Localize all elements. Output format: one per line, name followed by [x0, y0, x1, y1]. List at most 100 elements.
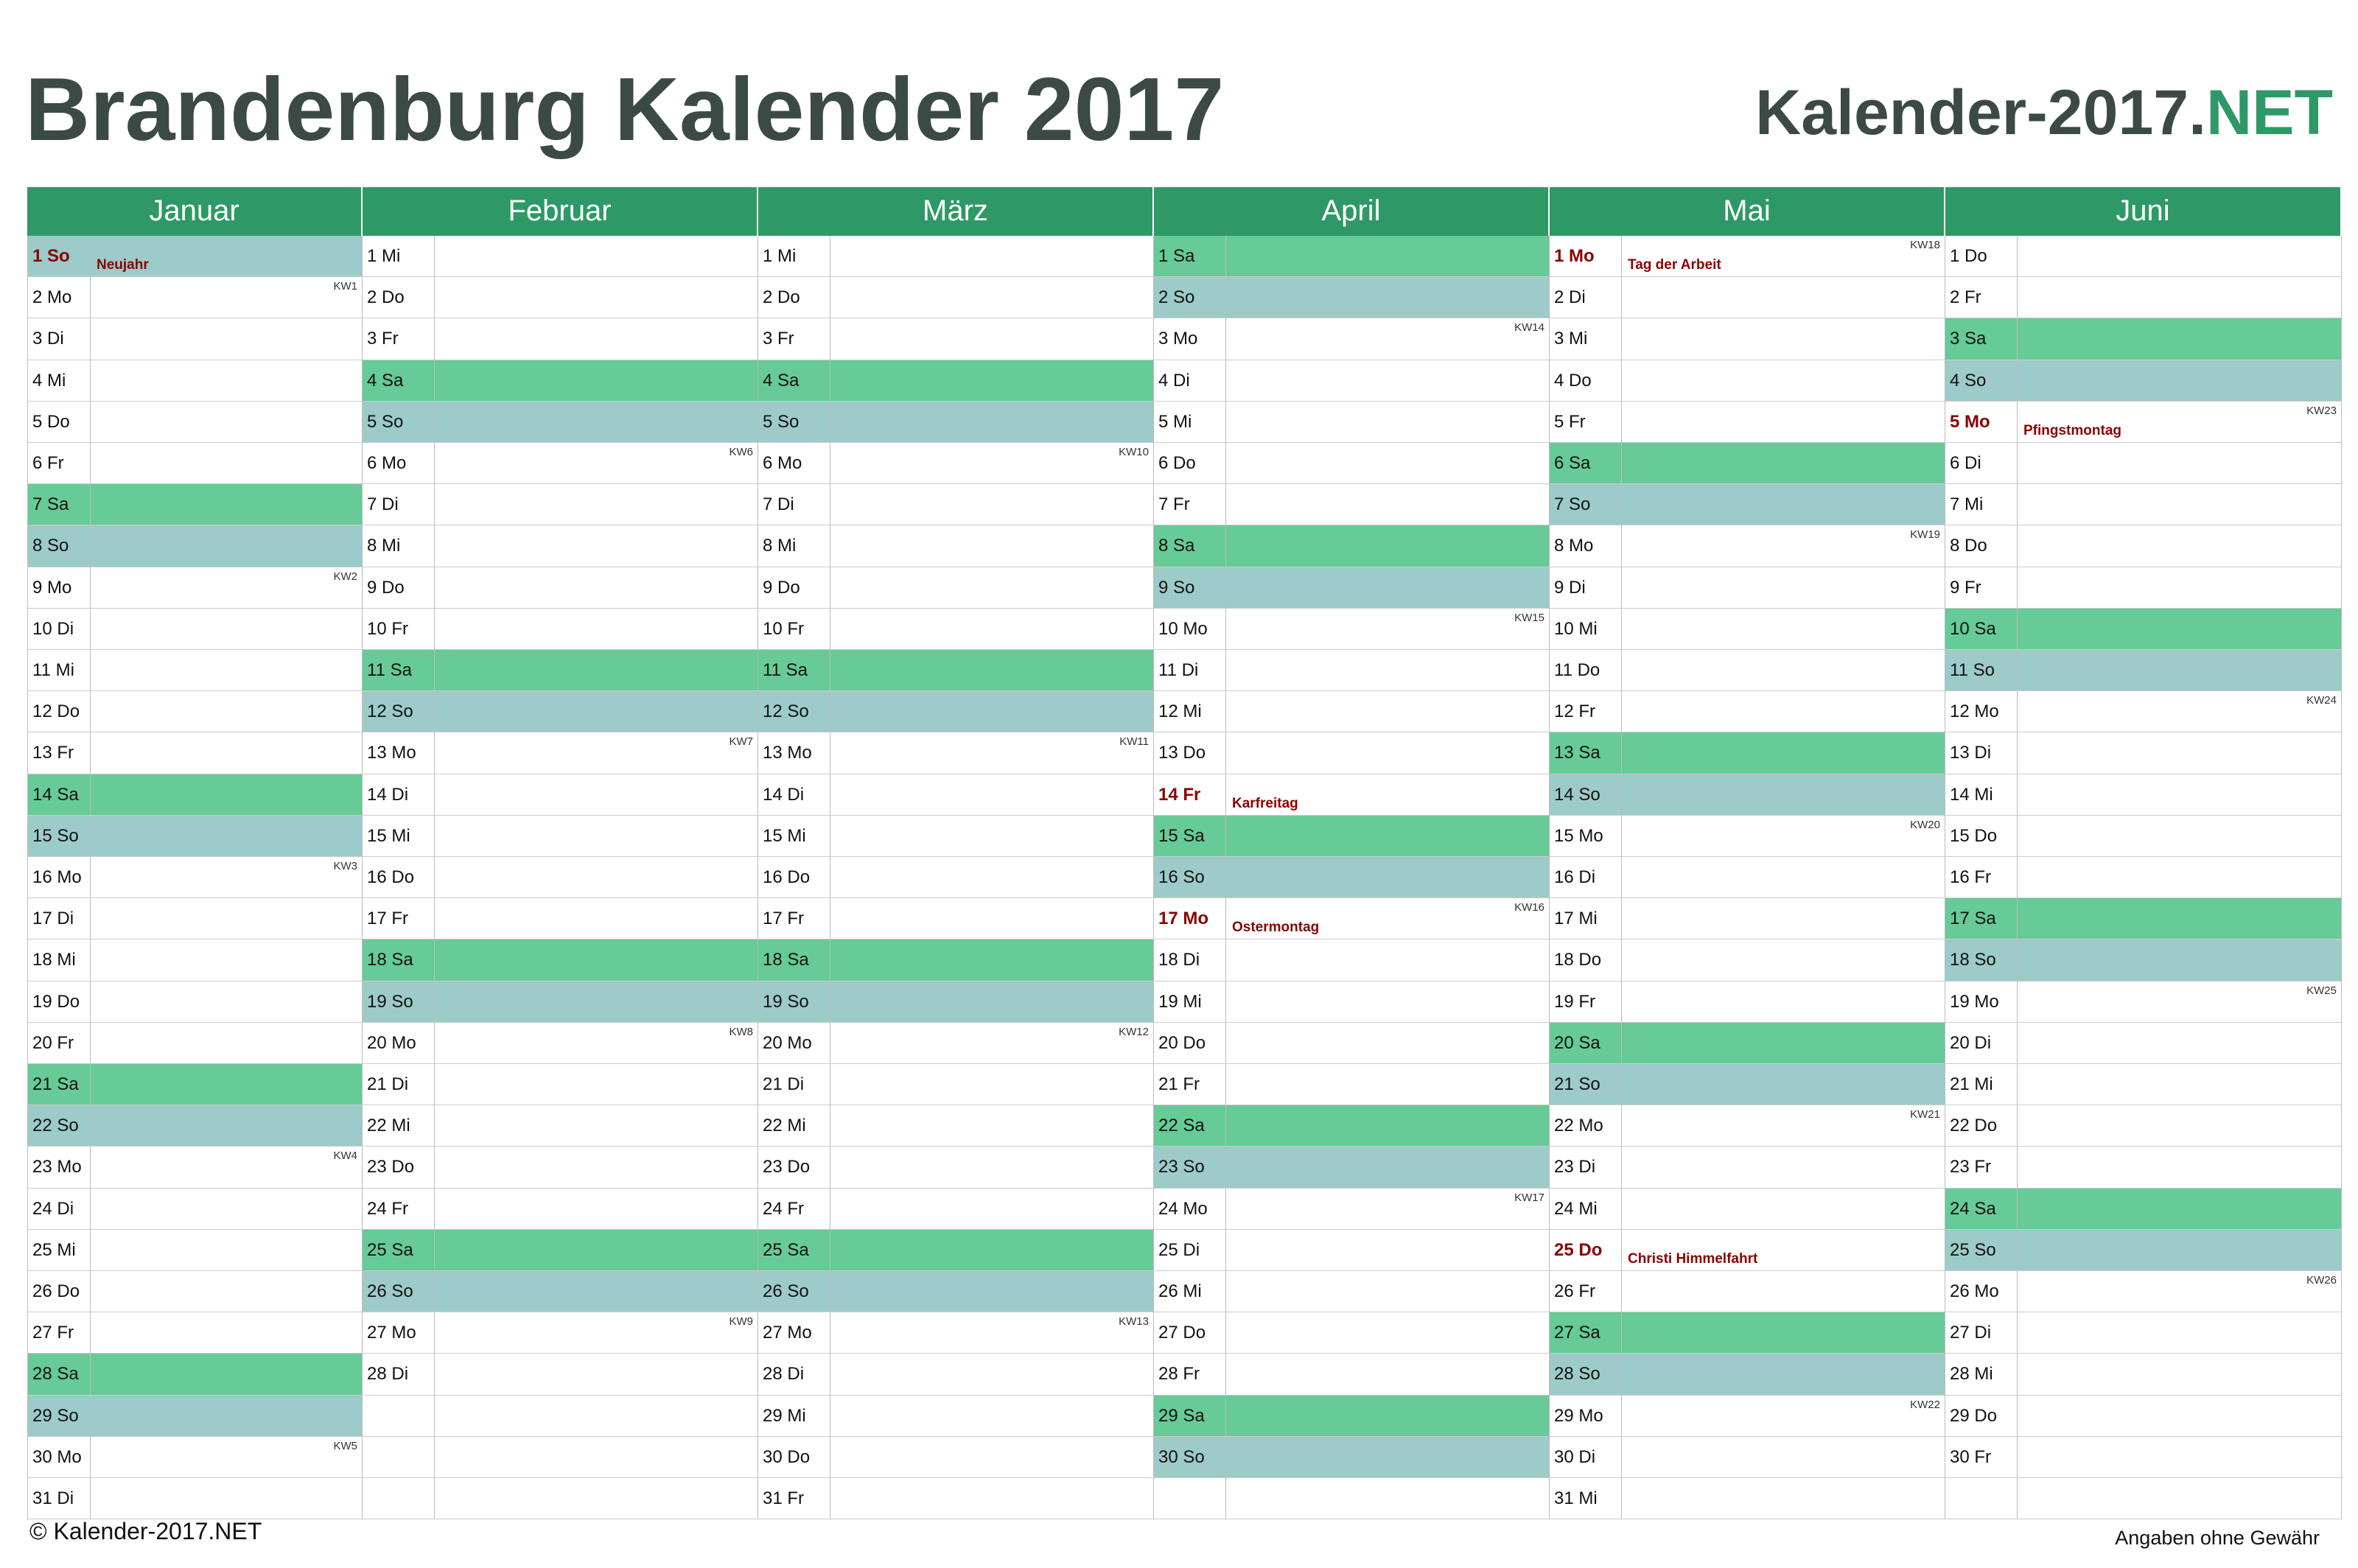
day-cell: 19 Mo [1945, 981, 2018, 1023]
note-cell: KW15 [1226, 608, 1550, 650]
day-cell: 10 Fr [363, 608, 435, 650]
day-cell: 12 Fr [1550, 691, 1622, 733]
note-cell: KW19 [1622, 525, 1945, 567]
day-cell: 12 So [363, 691, 435, 733]
note-cell: KW13 [830, 1312, 1154, 1354]
note-cell [435, 691, 758, 733]
week-number: KW24 [2306, 694, 2337, 707]
day-cell: 16 So [1154, 857, 1226, 899]
day-cell: 13 Mo [758, 732, 830, 774]
note-cell [2018, 939, 2342, 981]
day-cell: 23 Fr [1945, 1147, 2018, 1189]
day-cell [363, 1395, 435, 1437]
day-cell: 25 Sa [758, 1229, 830, 1271]
day-cell: 15 Mi [363, 815, 435, 857]
day-cell: 6 Mo [758, 443, 830, 485]
note-cell: KW22 [1622, 1395, 1945, 1437]
day-cell: 21 Di [758, 1064, 830, 1106]
note-cell [830, 1395, 1154, 1437]
day-cell: 21 Di [363, 1064, 435, 1106]
day-cell [363, 1436, 435, 1478]
day-cell: 18 Do [1550, 939, 1622, 981]
day-cell: 10 Sa [1945, 608, 2018, 650]
week-number: KW16 [1514, 901, 1544, 914]
day-cell: 25 So [1945, 1229, 2018, 1271]
note-cell [1622, 898, 1945, 940]
week-number: KW3 [333, 860, 357, 872]
day-cell: 6 Fr [27, 443, 91, 485]
note-cell: KW26 [2018, 1271, 2342, 1313]
note-cell [435, 815, 758, 857]
day-cell: 31 Fr [758, 1478, 830, 1520]
day-cell: 4 Do [1550, 360, 1622, 402]
note-cell [1226, 1147, 1550, 1189]
day-cell: 24 Mi [1550, 1188, 1622, 1230]
day-cell: 21 So [1550, 1064, 1622, 1106]
copyright: © Kalender-2017.NET [29, 1518, 262, 1544]
note-cell [1622, 691, 1945, 733]
note-cell [435, 608, 758, 650]
note-cell: KW17 [1226, 1188, 1550, 1230]
note-cell: KW8 [435, 1022, 758, 1064]
day-cell: 29 Mi [758, 1395, 830, 1437]
note-cell [1226, 567, 1550, 609]
day-cell: 8 Mi [758, 525, 830, 567]
note-cell [435, 857, 758, 899]
note-cell [830, 691, 1154, 733]
note-cell [1622, 443, 1945, 485]
day-cell: 1 Mi [758, 236, 830, 278]
note-cell [2018, 1147, 2342, 1189]
note-cell [1226, 1312, 1550, 1354]
day-cell: 14 Sa [27, 774, 91, 816]
note-cell [2018, 1354, 2342, 1396]
note-cell: KW11 [830, 732, 1154, 774]
note-cell [1226, 1436, 1550, 1478]
day-cell: 17 Sa [1945, 898, 2018, 940]
note-cell [2018, 857, 2342, 899]
day-cell: 22 Mi [758, 1105, 830, 1147]
note-cell [91, 360, 363, 402]
day-cell: 9 Do [363, 567, 435, 609]
note-cell [2018, 1312, 2342, 1354]
day-cell: 16 Do [363, 857, 435, 899]
note-cell: Tag der Arbeit KW18 [1622, 236, 1945, 278]
day-cell: 28 Mi [1945, 1354, 2018, 1396]
note-cell [830, 857, 1154, 899]
day-cell: 14 Fr [1154, 774, 1226, 816]
day-cell: 7 So [1550, 484, 1622, 526]
note-cell [2018, 1188, 2342, 1230]
note-cell [830, 608, 1154, 650]
day-cell: 30 Do [758, 1436, 830, 1478]
day-cell: 29 Do [1945, 1395, 2018, 1437]
day-cell: 18 Di [1154, 939, 1226, 981]
day-cell: 8 Mi [363, 525, 435, 567]
day-cell: 11 Di [1154, 650, 1226, 692]
day-cell: 12 Do [27, 691, 91, 733]
day-cell: 5 Mo [1945, 401, 2018, 443]
note-cell [1226, 1271, 1550, 1313]
week-number: KW4 [333, 1149, 357, 1163]
note-cell [1226, 1022, 1550, 1064]
note-cell [91, 815, 363, 857]
note-cell [435, 1271, 758, 1313]
note-cell [1226, 525, 1550, 567]
day-cell: 5 So [363, 401, 435, 443]
note-cell [435, 1064, 758, 1106]
day-cell: 16 Fr [1945, 857, 2018, 899]
note-cell: KW9 [435, 1312, 758, 1354]
day-cell: 7 Di [363, 484, 435, 526]
note-cell [2018, 567, 2342, 609]
day-cell [363, 1478, 435, 1520]
day-cell: 13 Di [1945, 732, 2018, 774]
day-cell: 19 So [363, 981, 435, 1023]
note-cell [91, 939, 363, 981]
day-cell: 15 Sa [1154, 815, 1226, 857]
day-cell: 4 Mi [27, 360, 91, 402]
note-cell [1226, 939, 1550, 981]
day-cell: 13 Do [1154, 732, 1226, 774]
note-cell [1226, 1064, 1550, 1106]
day-cell: 14 Di [363, 774, 435, 816]
note-cell [1622, 1188, 1945, 1230]
note-cell [830, 236, 1154, 278]
note-cell [2018, 774, 2342, 816]
